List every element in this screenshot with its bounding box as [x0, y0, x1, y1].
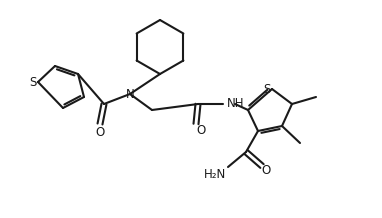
Text: H₂N: H₂N [204, 169, 226, 182]
Text: O: O [196, 124, 206, 138]
Text: N: N [126, 87, 134, 100]
Text: O: O [261, 165, 270, 177]
Text: S: S [30, 75, 37, 89]
Text: S: S [264, 82, 271, 95]
Text: NH: NH [227, 97, 244, 109]
Text: O: O [96, 126, 105, 138]
